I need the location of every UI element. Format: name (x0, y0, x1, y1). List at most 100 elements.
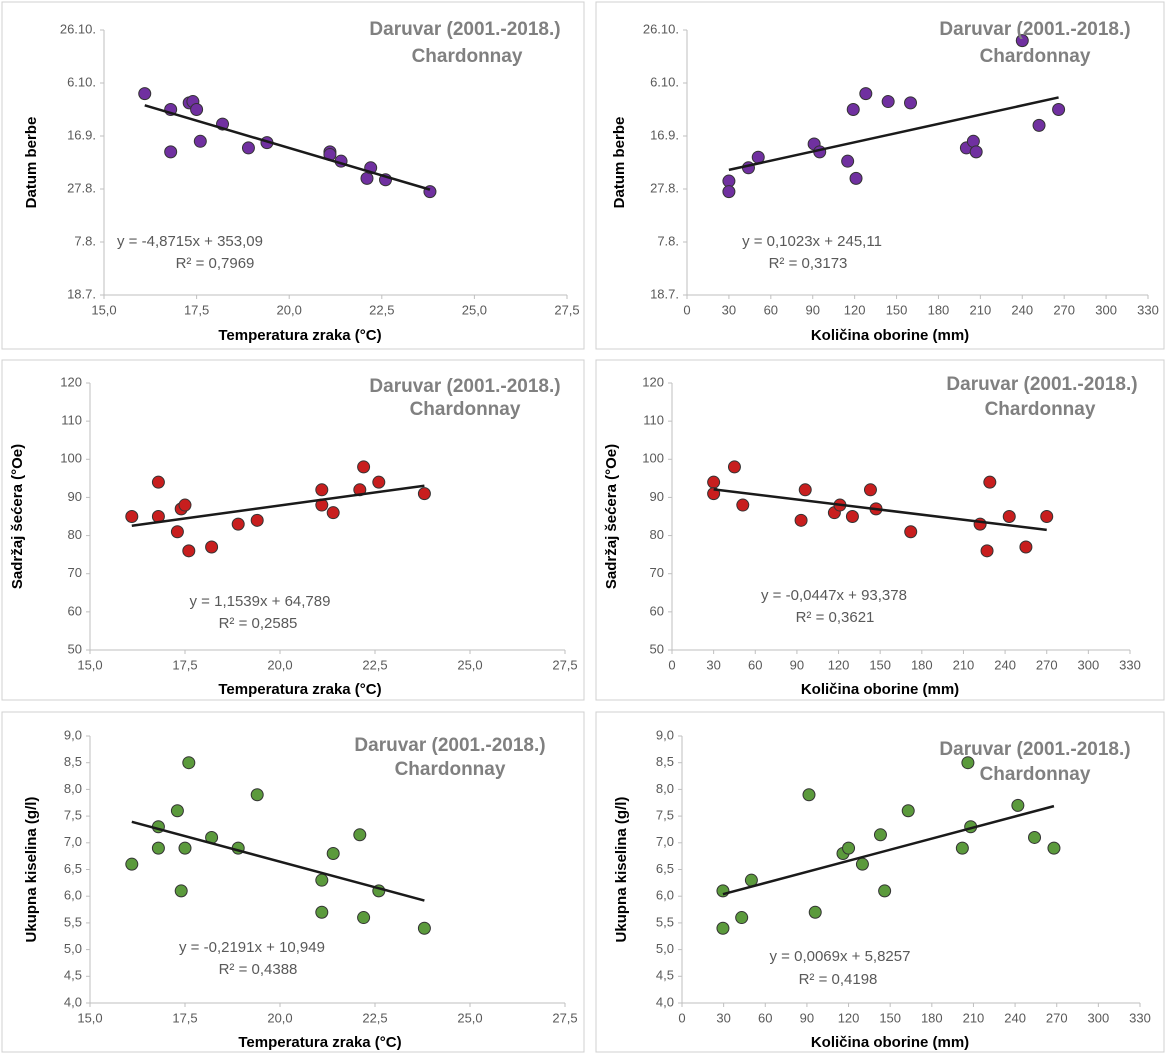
x-tick-label: 240 (1004, 1010, 1026, 1025)
data-point (1019, 540, 1033, 554)
x-tick-label: 15,0 (77, 1010, 102, 1025)
y-tick-label: 80 (68, 527, 82, 542)
x-tick-label: 180 (911, 657, 933, 672)
r-squared: R² = 0,4388 (219, 961, 298, 978)
data-point (707, 475, 721, 489)
y-tick-label: 8,0 (656, 781, 674, 796)
x-axis-label: Količina oborine (mm) (811, 1034, 969, 1051)
trend-line (144, 104, 431, 191)
data-point (735, 911, 749, 925)
y-tick-label: 120 (60, 374, 82, 389)
data-point (961, 756, 975, 770)
data-point (174, 884, 188, 898)
data-point (855, 857, 869, 871)
y-tick-label: 27.8. (67, 180, 96, 195)
panel-border (1, 711, 585, 1053)
equation: y = -0,2191x + 10,949 (179, 939, 325, 956)
x-tick-label: 17,5 (184, 302, 209, 317)
y-tick-label: 5,0 (64, 941, 82, 956)
data-point (205, 540, 219, 554)
data-point (846, 103, 860, 116)
data-point (1028, 830, 1042, 844)
data-point (955, 841, 969, 855)
x-tick-label: 300 (1078, 657, 1100, 672)
data-point (125, 510, 139, 523)
data-point (417, 921, 431, 935)
data-point (901, 804, 915, 818)
x-tick-label: 20,0 (267, 1010, 292, 1025)
data-point (873, 828, 887, 842)
data-point (417, 487, 431, 501)
x-tick-label: 17,5 (172, 1010, 197, 1025)
y-tick-label: 7.8. (74, 233, 96, 248)
x-tick-label: 210 (953, 657, 975, 672)
x-tick-label: 27,5 (552, 1010, 577, 1025)
data-point (841, 154, 855, 168)
x-tick-label: 240 (994, 657, 1016, 672)
y-tick-label: 7,5 (64, 808, 82, 823)
data-point (966, 134, 980, 148)
y-tick-label: 120 (642, 374, 664, 389)
x-axis-label: Količina oborine (mm) (811, 327, 969, 344)
chart-subtitle: Chardonnay (395, 759, 506, 780)
equation: y = -0,0447x + 93,378 (761, 587, 907, 604)
data-point (983, 475, 997, 489)
y-axis-label: Sadržaj šećera (°Oe) (9, 444, 26, 589)
data-point (353, 828, 367, 842)
x-tick-label: 150 (886, 302, 908, 317)
data-point (794, 513, 808, 527)
y-tick-label: 6,5 (656, 861, 674, 876)
y-tick-label: 7,0 (64, 834, 82, 849)
x-tick-label: 180 (928, 302, 950, 317)
data-point (849, 171, 863, 185)
y-tick-label: 110 (643, 413, 664, 428)
y-tick-label: 6.10. (67, 74, 96, 89)
data-point (1015, 34, 1029, 48)
x-tick-label: 60 (758, 1010, 772, 1025)
data-point (178, 841, 192, 855)
data-point (315, 905, 329, 919)
x-axis-label: Količina oborine (mm) (801, 681, 959, 698)
y-tick-label: 110 (61, 413, 82, 428)
x-tick-label: 300 (1088, 1010, 1110, 1025)
y-tick-label: 5,5 (656, 914, 674, 929)
x-tick-label: 270 (1046, 1010, 1068, 1025)
data-point (357, 911, 371, 925)
data-point (357, 460, 371, 474)
data-point (980, 544, 994, 558)
y-tick-label: 26.10. (643, 21, 679, 36)
y-tick-label: 7,0 (656, 834, 674, 849)
data-point (151, 841, 165, 855)
y-tick-label: 60 (650, 603, 664, 618)
data-point (808, 905, 822, 919)
x-tick-label: 17,5 (172, 657, 197, 672)
data-point (1002, 510, 1016, 523)
equation: y = 0,1023x + 245,11 (742, 233, 882, 250)
trend-line (722, 804, 1055, 896)
data-point (1011, 798, 1025, 812)
y-tick-label: 16.9. (67, 127, 96, 142)
y-tick-label: 18.7. (650, 286, 679, 301)
r-squared: R² = 0,2585 (219, 615, 298, 632)
y-tick-label: 100 (642, 451, 664, 466)
data-point (250, 788, 264, 802)
x-tick-label: 210 (963, 1010, 985, 1025)
trend-line (713, 488, 1047, 532)
x-tick-label: 330 (1119, 657, 1141, 672)
data-point (878, 884, 892, 898)
chart-title: Daruvar (2001.-2018.) (946, 374, 1137, 395)
x-tick-label: 15,0 (77, 657, 102, 672)
y-axis-label: Datum berbe (23, 117, 40, 209)
y-tick-label: 4,0 (64, 994, 82, 1009)
trend-line (131, 820, 425, 902)
data-point (863, 483, 877, 497)
y-tick-label: 70 (68, 565, 82, 580)
y-tick-label: 6.10. (650, 74, 679, 89)
y-tick-label: 80 (650, 527, 664, 542)
trend-line (131, 484, 425, 527)
y-tick-label: 4,5 (64, 968, 82, 983)
data-point (182, 756, 196, 770)
y-tick-label: 5,5 (64, 914, 82, 929)
data-point (904, 96, 918, 110)
y-tick-label: 8,5 (64, 754, 82, 769)
